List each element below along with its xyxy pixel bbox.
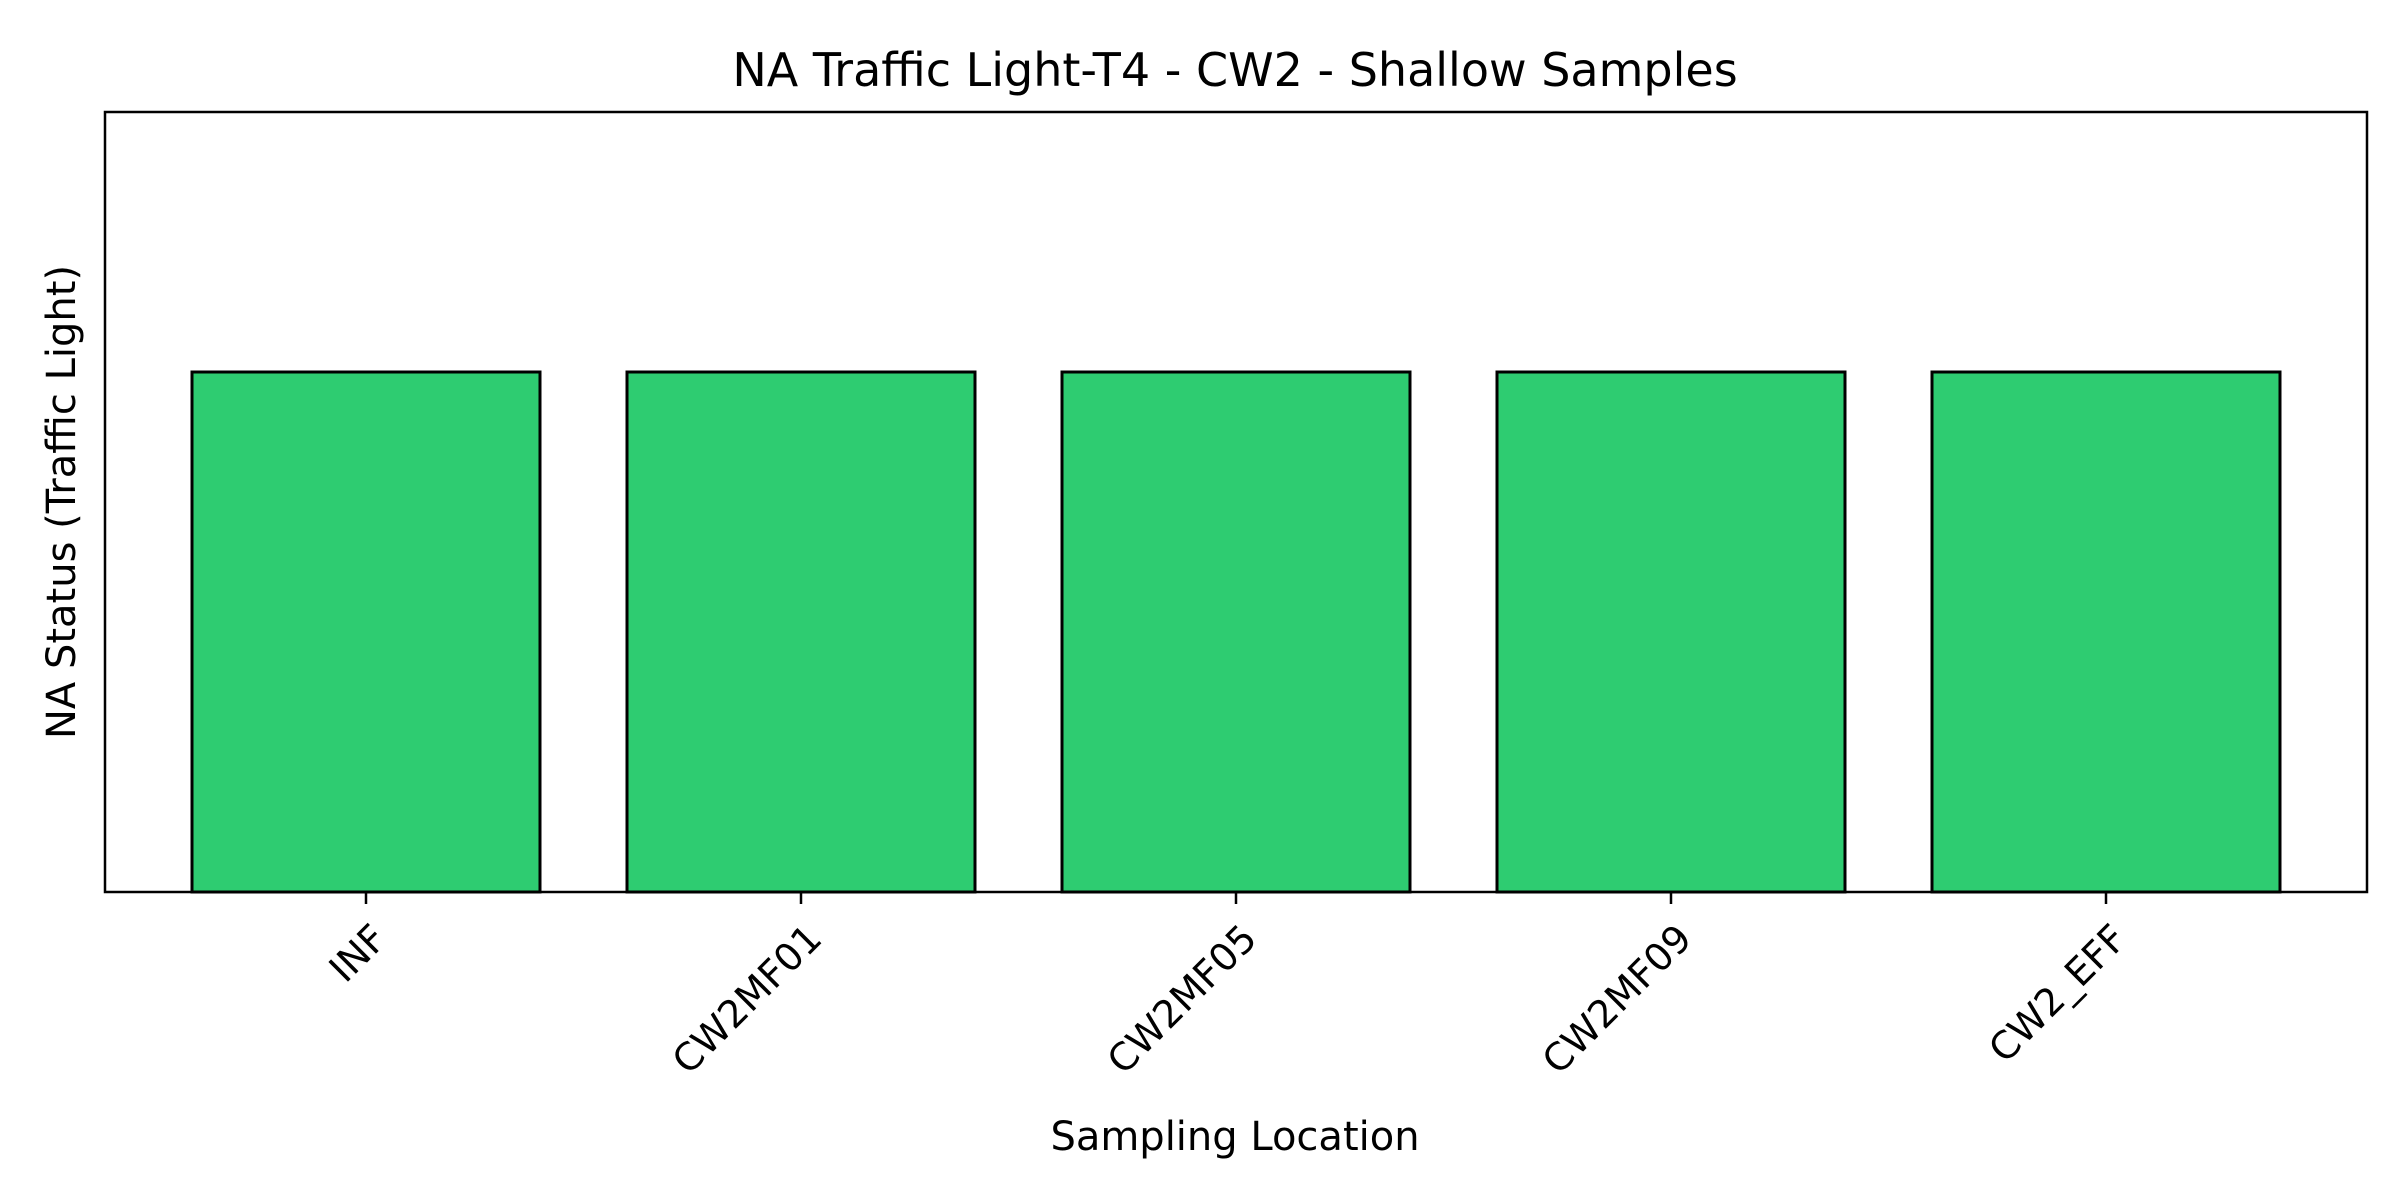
bar-cw2mf01: [625, 370, 977, 894]
x-tick-label: CW2MF09: [1534, 916, 1700, 1082]
x-ticks-group: INF CW2MF01 CW2MF05 CW2MF09 CW2_EFF: [321, 892, 2135, 1082]
bar-cw2-eff: [1930, 370, 2282, 894]
chart-title: NA Traffic Light-T4 - CW2 - Shallow Samp…: [732, 43, 1737, 97]
bars-group: [190, 370, 2282, 894]
y-axis-label: NA Status (Traffic Light): [39, 265, 85, 739]
x-tick-label: CW2MF01: [664, 916, 830, 1082]
x-tick-label: INF: [321, 916, 396, 991]
x-tick-label: CW2MF05: [1099, 916, 1265, 1082]
x-axis-label: Sampling Location: [1050, 1114, 1419, 1160]
bar-cw2mf05: [1060, 370, 1412, 894]
x-tick-label: CW2_EFF: [1980, 916, 2135, 1071]
bar-cw2mf09: [1495, 370, 1847, 894]
bar-inf: [190, 370, 542, 894]
plot-frame: [103, 110, 2369, 894]
